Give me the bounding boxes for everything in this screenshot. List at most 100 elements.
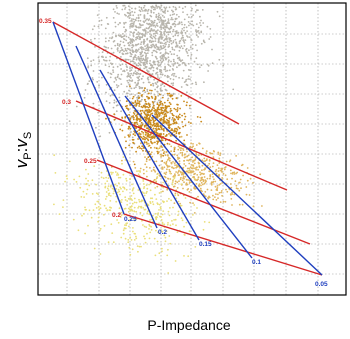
- data-point: [179, 149, 182, 152]
- data-point: [188, 49, 190, 52]
- data-point: [142, 81, 145, 84]
- data-point: [168, 117, 171, 120]
- data-point: [156, 103, 159, 105]
- data-point: [134, 72, 137, 75]
- data-point: [132, 192, 135, 195]
- data-point: [161, 54, 164, 57]
- data-point: [159, 41, 162, 44]
- data-point: [159, 145, 162, 148]
- data-point: [169, 39, 172, 42]
- data-point: [203, 221, 206, 223]
- data-point: [165, 230, 168, 233]
- data-point: [159, 16, 162, 19]
- data-point: [208, 221, 211, 224]
- data-point: [158, 21, 161, 23]
- data-point: [179, 178, 182, 181]
- data-point: [120, 124, 123, 127]
- data-point: [189, 158, 192, 161]
- data-point: [129, 127, 132, 130]
- data-point: [176, 109, 179, 111]
- data-point: [209, 174, 212, 176]
- data-point: [240, 187, 242, 190]
- data-point: [128, 113, 131, 116]
- data-point: [159, 30, 161, 33]
- data-point: [160, 100, 163, 103]
- data-point: [197, 195, 199, 198]
- data-point: [155, 160, 158, 163]
- data-point: [99, 253, 102, 255]
- data-point: [179, 146, 181, 149]
- data-point: [188, 191, 191, 193]
- data-point: [181, 114, 184, 117]
- data-point: [162, 201, 165, 204]
- data-point: [199, 179, 202, 182]
- data-point: [135, 105, 137, 107]
- data-point: [149, 39, 152, 42]
- data-point: [149, 89, 151, 92]
- data-point: [186, 91, 188, 94]
- data-point: [152, 24, 155, 27]
- data-point: [166, 99, 169, 102]
- data-point: [122, 186, 124, 189]
- data-point: [157, 150, 160, 153]
- data-point: [182, 36, 185, 39]
- data-point: [155, 45, 158, 48]
- data-point: [194, 172, 196, 175]
- data-point: [186, 84, 189, 87]
- data-point: [172, 40, 175, 42]
- data-point: [194, 178, 196, 180]
- data-point: [109, 76, 112, 79]
- data-point: [130, 205, 133, 208]
- data-point: [114, 44, 117, 47]
- data-point: [168, 143, 171, 146]
- data-point: [146, 153, 149, 156]
- data-point: [146, 105, 148, 108]
- data-point: [157, 46, 160, 49]
- data-point: [156, 143, 159, 145]
- data-point: [126, 95, 129, 98]
- data-point: [157, 39, 160, 42]
- data-point: [191, 82, 194, 85]
- data-point: [148, 103, 151, 106]
- data-point: [172, 35, 175, 38]
- data-point: [169, 242, 172, 245]
- data-point: [231, 173, 234, 175]
- data-point: [174, 164, 177, 167]
- data-point: [215, 193, 217, 196]
- data-point: [166, 118, 168, 121]
- data-point: [116, 44, 119, 46]
- data-point: [217, 197, 219, 200]
- data-point: [181, 7, 184, 10]
- data-point: [135, 44, 137, 47]
- data-point: [195, 83, 198, 86]
- data-point: [160, 155, 163, 158]
- data-point: [153, 122, 156, 125]
- data-point: [189, 201, 192, 204]
- data-point: [184, 115, 187, 118]
- data-point: [136, 170, 138, 173]
- data-point: [116, 174, 118, 176]
- data-point: [172, 206, 174, 209]
- data-point: [136, 43, 139, 46]
- data-point: [101, 51, 104, 54]
- data-point: [143, 51, 146, 54]
- data-point: [158, 49, 161, 51]
- data-point: [156, 240, 159, 243]
- data-point: [158, 77, 161, 80]
- data-point: [221, 177, 224, 179]
- data-point: [162, 210, 165, 213]
- data-point: [195, 168, 198, 171]
- data-point: [163, 234, 166, 237]
- data-point: [143, 38, 146, 41]
- data-point: [102, 59, 105, 61]
- data-point: [183, 156, 186, 159]
- data-point: [165, 115, 168, 118]
- data-point: [172, 73, 174, 75]
- data-point: [141, 36, 144, 39]
- data-point: [128, 220, 131, 222]
- data-point: [120, 73, 123, 76]
- data-point: [92, 59, 95, 61]
- data-point: [165, 24, 168, 27]
- data-point: [107, 47, 110, 49]
- data-point: [118, 207, 121, 210]
